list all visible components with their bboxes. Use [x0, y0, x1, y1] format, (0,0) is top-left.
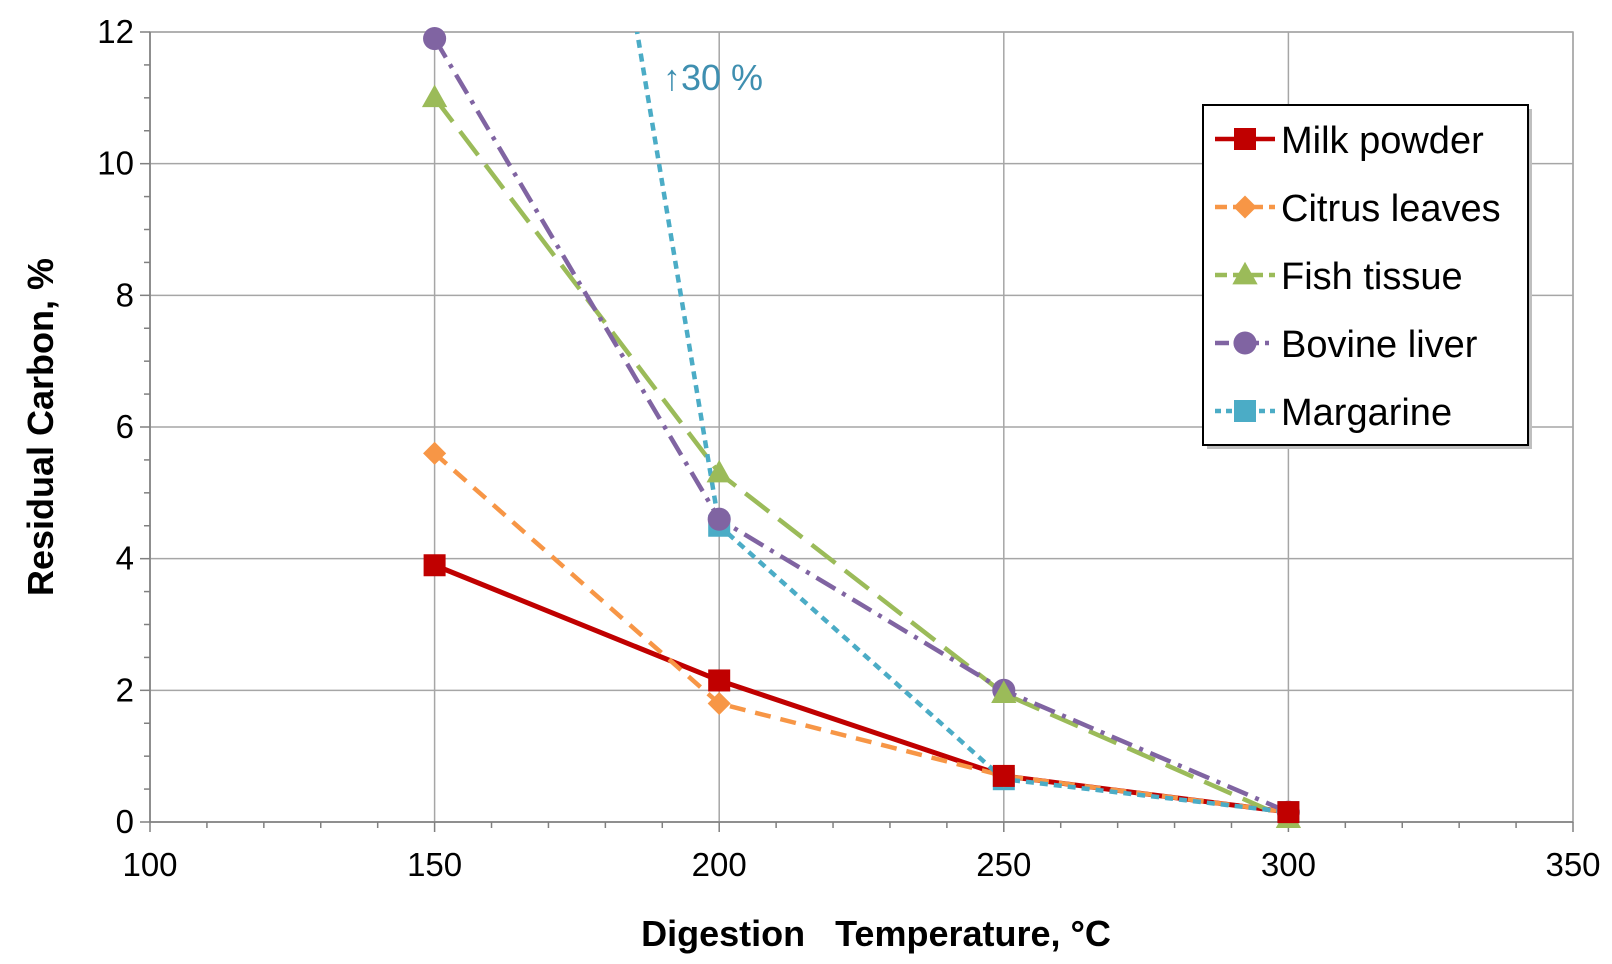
- y-axis-title: Residual Carbon, %: [20, 258, 61, 596]
- data-point-citrus-leaves: [707, 691, 731, 716]
- legend-label-bovine-liver: Bovine liver: [1281, 324, 1478, 366]
- x-tick-label: 350: [1545, 846, 1600, 883]
- x-tick-label: 100: [122, 846, 177, 883]
- series-line-citrus-leaves: [433, 451, 1289, 815]
- y-tick-label: 0: [116, 803, 134, 840]
- x-tick-label: 250: [976, 846, 1031, 883]
- y-tick-label: 12: [97, 13, 134, 50]
- legend-marker-margarine: [1234, 400, 1256, 422]
- tick-labels: 0 2 4 6 8 10 12 100 150 200 250 300 350: [97, 13, 1600, 883]
- y-tick-label: 6: [116, 408, 134, 445]
- legend-label-margarine: Margarine: [1281, 392, 1452, 434]
- data-point-milk-powder: [708, 669, 731, 692]
- x-tick-label: 200: [692, 846, 747, 883]
- legend-label-fish-tissue: Fish tissue: [1281, 256, 1463, 298]
- legend-label-citrus-leaves: Citrus leaves: [1281, 188, 1501, 230]
- data-point-bovine-liver: [423, 27, 447, 51]
- data-point-milk-powder: [1277, 801, 1300, 824]
- y-tick-label: 10: [97, 145, 134, 182]
- y-tick-label: 2: [116, 671, 134, 708]
- x-axis-title: Digestion Temperature, °C: [641, 913, 1111, 954]
- legend-marker-citrus-leaves: [1233, 195, 1257, 219]
- series-line-bovine-liver: [432, 37, 1290, 815]
- series-group: [432, 32, 1290, 821]
- y-tick-label: 8: [116, 276, 134, 313]
- series-line-fish-tissue: [432, 96, 1290, 821]
- annotation-label: ↑30 %: [663, 57, 763, 98]
- legend-label-milk-powder: Milk powder: [1281, 120, 1484, 162]
- data-point-bovine-liver: [707, 507, 731, 531]
- markers-group: [421, 27, 1302, 829]
- data-point-fish-tissue: [706, 459, 732, 483]
- axes: [140, 31, 1574, 832]
- data-point-milk-powder: [992, 764, 1015, 787]
- y-tick-label: 4: [116, 540, 134, 577]
- x-tick-label: 300: [1261, 846, 1316, 883]
- data-point-fish-tissue: [421, 84, 448, 108]
- series-line-margarine: [634, 32, 1289, 815]
- legend-marker-bovine-liver: [1233, 331, 1257, 355]
- data-point-milk-powder: [423, 554, 446, 577]
- legend-marker-fish-tissue: [1232, 261, 1258, 285]
- data-point-citrus-leaves: [423, 441, 447, 465]
- legend-marker-milk-powder: [1234, 128, 1256, 150]
- x-tick-label: 150: [407, 846, 462, 883]
- legend: Milk powder Citrus leaves Fish tissue Bovin…: [1202, 104, 1532, 449]
- data-point-fish-tissue: [991, 680, 1017, 703]
